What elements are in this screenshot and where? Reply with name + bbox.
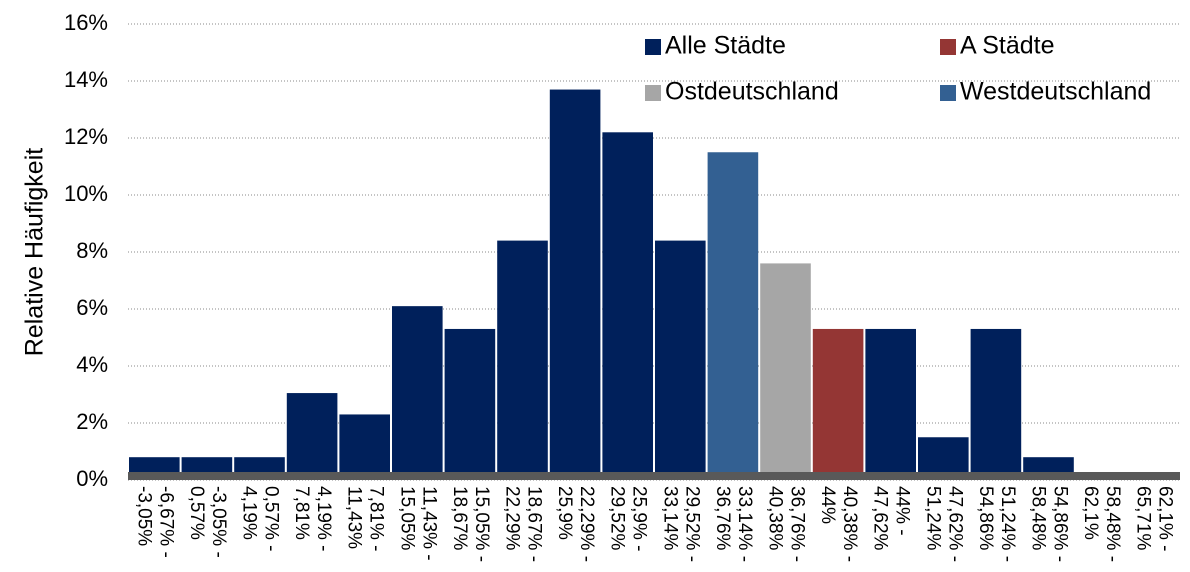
- bar: [865, 328, 916, 480]
- y-tick-label: 6%: [76, 295, 108, 320]
- legend-swatch: [940, 39, 956, 55]
- y-tick-label: 16%: [64, 10, 108, 35]
- bar: [497, 240, 548, 480]
- bar: [392, 306, 443, 480]
- y-tick-label: 10%: [64, 181, 108, 206]
- y-tick-label: 4%: [76, 352, 108, 377]
- y-tick-label: 2%: [76, 409, 108, 434]
- bar: [286, 393, 338, 480]
- bar: [970, 328, 1022, 480]
- x-tick-label: 36,76% - 40,38%: [764, 486, 808, 563]
- x-tick-label: 62,1% - 65,71%: [1132, 486, 1176, 552]
- legend-swatch: [645, 39, 661, 55]
- legend-swatch: [940, 85, 956, 101]
- y-tick-label: 14%: [64, 67, 108, 92]
- legend-label: A Städte: [960, 32, 1055, 60]
- x-tick-label: 11,43% - 15,05%: [396, 486, 440, 561]
- bar: [707, 152, 759, 480]
- x-tick-label: -3,05% - 0,57%: [185, 486, 229, 558]
- x-tick-label: 58,48% - 62,1%: [1080, 486, 1124, 563]
- x-tick-label: 40,38% - 44%: [817, 486, 861, 563]
- y-tick-label: 12%: [64, 124, 108, 149]
- legend-label: Ostdeutschland: [665, 78, 839, 106]
- bar: [602, 132, 653, 481]
- bar: [339, 414, 390, 480]
- y-tick-label: 8%: [76, 238, 108, 263]
- bar: [655, 240, 706, 480]
- x-tick-label: 18,67% - 22,29%: [501, 486, 545, 563]
- y-axis-label: Relative Häufigkeit: [21, 148, 49, 356]
- bar: [549, 89, 601, 481]
- x-tick-label: 4,19% - 7,81%: [291, 486, 335, 552]
- x-tick-label: 22,29% - 25,9%: [554, 486, 598, 563]
- x-tick-label: 25,9% - 29,52%: [606, 486, 650, 552]
- bar: [812, 328, 864, 480]
- x-tick-label: 54,86% - 58,48%: [1027, 486, 1071, 563]
- legend-label: Westdeutschland: [960, 78, 1151, 106]
- legend-label: Alle Städte: [665, 32, 786, 60]
- legend-swatch: [645, 85, 661, 101]
- x-tick-label: 33,14% - 36,76%: [711, 486, 755, 563]
- x-tick-label: 44% - 47,62%: [869, 486, 913, 551]
- x-tick-label: 7,81% - 11,43%: [343, 486, 387, 552]
- bar: [760, 263, 811, 480]
- x-tick-label: 15,05% - 18,67%: [448, 486, 492, 563]
- x-tick-label: -6,67% - -3,05%: [133, 486, 177, 558]
- x-tick-label: 0,57% - 4,19%: [238, 486, 282, 552]
- bar: [444, 328, 496, 480]
- x-tick-label: 51,24% - 54,86%: [974, 486, 1018, 563]
- y-tick-label: 0%: [76, 466, 108, 491]
- x-tick-label: 29,52% - 33,14%: [659, 486, 703, 563]
- x-tick-label: 47,62% - 51,24%: [922, 486, 966, 563]
